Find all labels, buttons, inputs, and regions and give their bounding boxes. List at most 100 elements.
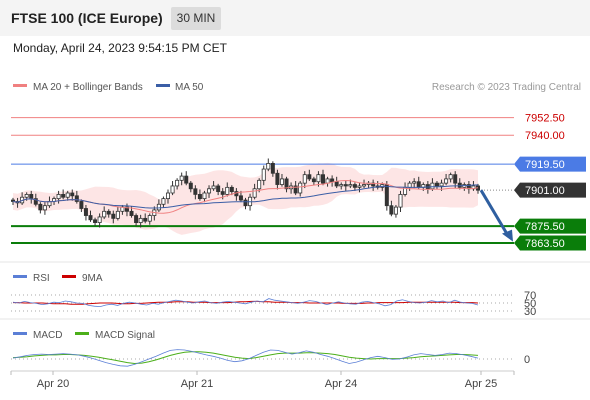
macd-signal-legend-swatch [75, 332, 89, 335]
candle-body [311, 178, 316, 183]
candle [207, 185, 212, 198]
candle-body [279, 178, 284, 185]
ma9-legend-swatch [62, 275, 76, 278]
candle-body [238, 195, 243, 201]
candle [448, 172, 453, 183]
candle [279, 173, 284, 187]
instrument-title: FTSE 100 (ICE Europe) [11, 10, 163, 26]
candle-body [352, 184, 357, 188]
candle-body [24, 194, 29, 198]
x-axis: Apr 20 Apr 21 Apr 24 Apr 25 [10, 371, 515, 390]
candle-body [70, 192, 75, 197]
candle-body [320, 174, 325, 184]
candle [74, 190, 79, 204]
candle-body [211, 185, 216, 190]
candle-body [74, 195, 79, 202]
candle [275, 169, 280, 190]
candle [339, 182, 344, 190]
moving-averages [12, 179, 479, 214]
candle [357, 182, 362, 193]
ma50-line [12, 184, 479, 209]
candle-body [42, 205, 47, 211]
timestamp: Monday, April 24, 2023 9:54:15 PM CET [13, 41, 227, 55]
candle-body [61, 194, 66, 198]
candle-body [115, 210, 120, 219]
candle [261, 165, 266, 186]
candle-body [261, 168, 266, 181]
candle [330, 175, 335, 187]
candle-body [179, 175, 184, 181]
level-label-tag [514, 235, 586, 251]
candle-body [398, 194, 403, 208]
candle-body [38, 203, 43, 211]
candle-body [184, 175, 189, 184]
candle [184, 171, 189, 186]
candle [211, 181, 216, 191]
candle [138, 214, 143, 228]
macd-tick-label: 0 [524, 354, 530, 366]
candle-body [293, 185, 298, 194]
candle [202, 190, 207, 203]
candle-body [156, 203, 161, 211]
candle-body [270, 163, 275, 174]
candle-body [284, 178, 289, 190]
candle [165, 189, 170, 204]
level-label-text: 7952.50 [525, 113, 565, 125]
candle-body [129, 210, 134, 216]
candle [147, 213, 152, 225]
candle-body [10, 199, 15, 202]
candle [102, 206, 107, 220]
candle [352, 182, 357, 191]
candle [42, 202, 47, 215]
header: FTSE 100 (ICE Europe) 30 MIN [0, 0, 590, 36]
candle [70, 189, 75, 201]
candle-body [266, 163, 271, 170]
candle [393, 204, 398, 218]
candle-body [202, 192, 207, 200]
candle-body [165, 192, 170, 200]
candle-body [216, 185, 221, 192]
candle [38, 202, 43, 214]
candle [188, 181, 193, 193]
interval-button[interactable]: 30 MIN [171, 7, 221, 30]
candle-body [302, 174, 307, 184]
bb-legend-swatch [13, 84, 27, 87]
candle [179, 172, 184, 186]
macd-signal-line [12, 351, 479, 365]
macd-legend-swatch [13, 332, 27, 335]
candle-body [252, 188, 257, 198]
level-label-text: 7901.00 [525, 185, 565, 197]
candle [83, 204, 88, 221]
macd-signal-legend-label: MACD Signal [95, 330, 155, 341]
projection-arrow [479, 189, 513, 242]
candle-body [175, 179, 180, 187]
rsi-ma9-line [13, 300, 479, 305]
candle-body [193, 188, 198, 195]
candle [434, 181, 439, 190]
level-label-text: 7863.50 [525, 238, 565, 250]
candle [320, 169, 325, 186]
level-label: 7919.50 [514, 156, 586, 172]
candle [343, 181, 348, 191]
candle-body [134, 215, 139, 223]
candle [197, 189, 202, 201]
ma50-legend-swatch [156, 84, 170, 87]
candle [307, 169, 312, 182]
candle [266, 158, 271, 172]
price-levels [11, 117, 514, 245]
rsi-tick-label: 70 [524, 290, 536, 302]
candle [216, 183, 221, 196]
candle [97, 213, 102, 228]
candle [56, 190, 61, 204]
rsi-legend-label: RSI [33, 273, 50, 284]
candle [302, 171, 307, 189]
candle-body [197, 194, 202, 200]
candle-body [448, 174, 453, 180]
candle-body [56, 194, 61, 200]
candle-body [334, 181, 339, 187]
candle-body [111, 213, 116, 219]
candle-body [298, 182, 303, 194]
macd-legend-label: MACD [33, 330, 62, 341]
